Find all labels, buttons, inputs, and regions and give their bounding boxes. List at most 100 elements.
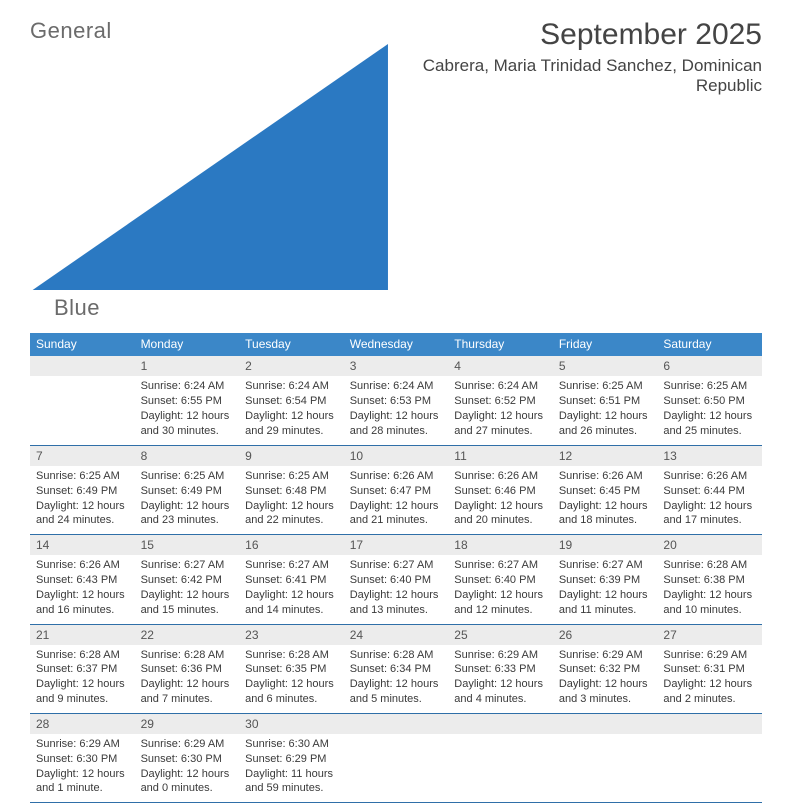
date-number: 15 (135, 535, 240, 555)
date-number: 22 (135, 625, 240, 645)
daylight-text: Daylight: 12 hours and 30 minutes. (141, 409, 234, 439)
sunrise-text: Sunrise: 6:28 AM (663, 558, 756, 573)
daylight-text: Daylight: 11 hours and 59 minutes. (245, 767, 338, 797)
day-data: Sunrise: 6:26 AMSunset: 6:43 PMDaylight:… (30, 555, 135, 623)
sunrise-text: Sunrise: 6:28 AM (245, 648, 338, 663)
day-data: Sunrise: 6:26 AMSunset: 6:46 PMDaylight:… (448, 466, 553, 534)
brand-logo: General Blue (30, 18, 386, 321)
date-number-row: 282930 (30, 714, 762, 734)
daylight-text: Daylight: 12 hours and 23 minutes. (141, 499, 234, 529)
weeks-container: 123456Sunrise: 6:24 AMSunset: 6:55 PMDay… (30, 356, 762, 803)
sunset-text: Sunset: 6:45 PM (559, 484, 652, 499)
date-number: 14 (30, 535, 135, 555)
date-data-row: Sunrise: 6:29 AMSunset: 6:30 PMDaylight:… (30, 734, 762, 802)
day-data: Sunrise: 6:24 AMSunset: 6:52 PMDaylight:… (448, 376, 553, 444)
dow-monday: Monday (135, 333, 240, 356)
date-number: 23 (239, 625, 344, 645)
sunset-text: Sunset: 6:31 PM (663, 662, 756, 677)
day-data (30, 376, 135, 444)
daylight-text: Daylight: 12 hours and 1 minute. (36, 767, 129, 797)
topbar: General Blue September 2025 Cabrera, Mar… (30, 18, 762, 321)
sunrise-text: Sunrise: 6:27 AM (559, 558, 652, 573)
day-data: Sunrise: 6:26 AMSunset: 6:44 PMDaylight:… (657, 466, 762, 534)
dow-tuesday: Tuesday (239, 333, 344, 356)
sunrise-text: Sunrise: 6:25 AM (663, 379, 756, 394)
sunset-text: Sunset: 6:48 PM (245, 484, 338, 499)
title-block: September 2025 Cabrera, Maria Trinidad S… (386, 18, 762, 96)
brand-text-1: General (30, 18, 112, 43)
sunrise-text: Sunrise: 6:25 AM (141, 469, 234, 484)
date-data-row: Sunrise: 6:26 AMSunset: 6:43 PMDaylight:… (30, 555, 762, 623)
date-number: 27 (657, 625, 762, 645)
daylight-text: Daylight: 12 hours and 24 minutes. (36, 499, 129, 529)
daylight-text: Daylight: 12 hours and 0 minutes. (141, 767, 234, 797)
sunset-text: Sunset: 6:53 PM (350, 394, 443, 409)
sunrise-text: Sunrise: 6:29 AM (663, 648, 756, 663)
day-data: Sunrise: 6:25 AMSunset: 6:49 PMDaylight:… (30, 466, 135, 534)
daylight-text: Daylight: 12 hours and 3 minutes. (559, 677, 652, 707)
sunrise-text: Sunrise: 6:30 AM (245, 737, 338, 752)
day-data: Sunrise: 6:25 AMSunset: 6:51 PMDaylight:… (553, 376, 658, 444)
date-number: 21 (30, 625, 135, 645)
sunrise-text: Sunrise: 6:26 AM (454, 469, 547, 484)
sunset-text: Sunset: 6:35 PM (245, 662, 338, 677)
date-number: 9 (239, 446, 344, 466)
date-number: 18 (448, 535, 553, 555)
sunset-text: Sunset: 6:46 PM (454, 484, 547, 499)
sunrise-text: Sunrise: 6:25 AM (36, 469, 129, 484)
date-number-row: 21222324252627 (30, 625, 762, 645)
date-number: 30 (239, 714, 344, 734)
location-subtitle: Cabrera, Maria Trinidad Sanchez, Dominic… (386, 56, 762, 96)
week-row: 282930Sunrise: 6:29 AMSunset: 6:30 PMDay… (30, 714, 762, 803)
day-data: Sunrise: 6:28 AMSunset: 6:37 PMDaylight:… (30, 645, 135, 713)
date-number (448, 714, 553, 734)
date-data-row: Sunrise: 6:24 AMSunset: 6:55 PMDaylight:… (30, 376, 762, 444)
sunrise-text: Sunrise: 6:29 AM (454, 648, 547, 663)
sunrise-text: Sunrise: 6:29 AM (36, 737, 129, 752)
day-data (448, 734, 553, 802)
daylight-text: Daylight: 12 hours and 7 minutes. (141, 677, 234, 707)
page: General Blue September 2025 Cabrera, Mar… (0, 0, 792, 803)
daylight-text: Daylight: 12 hours and 18 minutes. (559, 499, 652, 529)
sunset-text: Sunset: 6:32 PM (559, 662, 652, 677)
daylight-text: Daylight: 12 hours and 4 minutes. (454, 677, 547, 707)
date-number: 28 (30, 714, 135, 734)
day-data: Sunrise: 6:28 AMSunset: 6:38 PMDaylight:… (657, 555, 762, 623)
daylight-text: Daylight: 12 hours and 17 minutes. (663, 499, 756, 529)
sunrise-text: Sunrise: 6:26 AM (663, 469, 756, 484)
day-data: Sunrise: 6:27 AMSunset: 6:40 PMDaylight:… (448, 555, 553, 623)
date-number-row: 78910111213 (30, 446, 762, 466)
day-data: Sunrise: 6:24 AMSunset: 6:53 PMDaylight:… (344, 376, 449, 444)
day-data: Sunrise: 6:28 AMSunset: 6:36 PMDaylight:… (135, 645, 240, 713)
daylight-text: Daylight: 12 hours and 29 minutes. (245, 409, 338, 439)
brand-text-2: Blue (54, 295, 100, 320)
date-number: 2 (239, 356, 344, 376)
sunrise-text: Sunrise: 6:28 AM (350, 648, 443, 663)
dow-wednesday: Wednesday (344, 333, 449, 356)
sunrise-text: Sunrise: 6:24 AM (245, 379, 338, 394)
date-number: 26 (553, 625, 658, 645)
dow-saturday: Saturday (657, 333, 762, 356)
day-data: Sunrise: 6:28 AMSunset: 6:34 PMDaylight:… (344, 645, 449, 713)
sunrise-text: Sunrise: 6:24 AM (350, 379, 443, 394)
day-data: Sunrise: 6:27 AMSunset: 6:39 PMDaylight:… (553, 555, 658, 623)
day-data: Sunrise: 6:27 AMSunset: 6:42 PMDaylight:… (135, 555, 240, 623)
sunset-text: Sunset: 6:50 PM (663, 394, 756, 409)
date-number: 6 (657, 356, 762, 376)
date-number: 3 (344, 356, 449, 376)
dow-friday: Friday (553, 333, 658, 356)
sunrise-text: Sunrise: 6:25 AM (559, 379, 652, 394)
sunrise-text: Sunrise: 6:26 AM (559, 469, 652, 484)
sunrise-text: Sunrise: 6:26 AM (350, 469, 443, 484)
day-data: Sunrise: 6:25 AMSunset: 6:50 PMDaylight:… (657, 376, 762, 444)
date-number: 25 (448, 625, 553, 645)
sunrise-text: Sunrise: 6:28 AM (141, 648, 234, 663)
sunset-text: Sunset: 6:52 PM (454, 394, 547, 409)
brand-triangle-icon (32, 277, 388, 294)
dow-thursday: Thursday (448, 333, 553, 356)
daylight-text: Daylight: 12 hours and 22 minutes. (245, 499, 338, 529)
date-number: 16 (239, 535, 344, 555)
sunset-text: Sunset: 6:39 PM (559, 573, 652, 588)
sunrise-text: Sunrise: 6:29 AM (141, 737, 234, 752)
sunset-text: Sunset: 6:29 PM (245, 752, 338, 767)
